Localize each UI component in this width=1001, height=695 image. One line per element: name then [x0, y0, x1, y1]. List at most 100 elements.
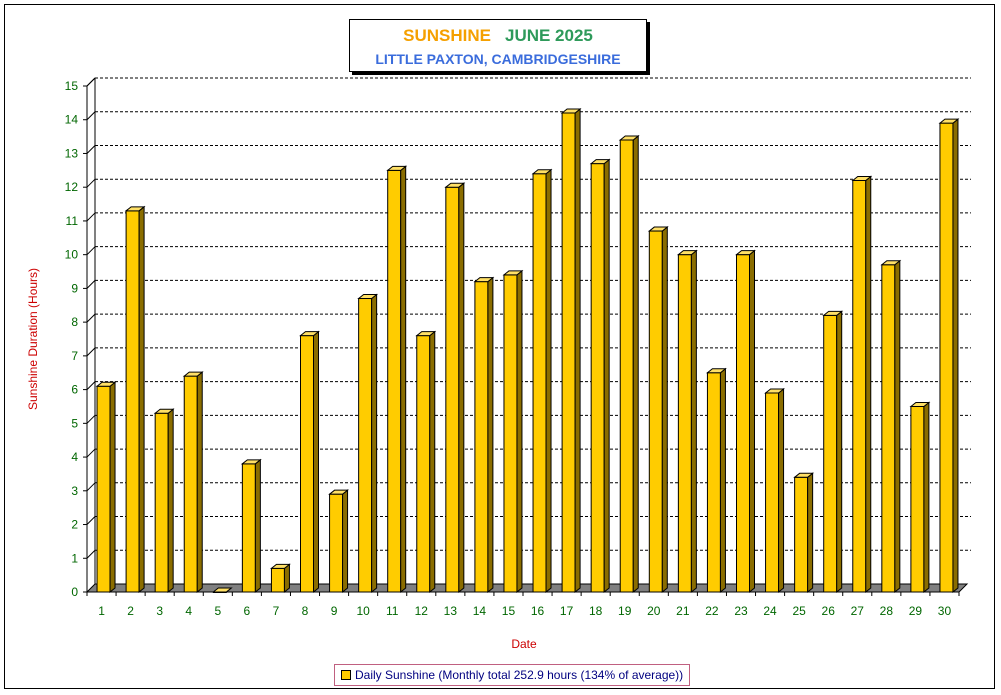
bar-side	[516, 269, 523, 594]
bar-top	[299, 331, 320, 337]
bar-side	[574, 107, 581, 594]
bar-side	[458, 182, 465, 594]
x-tick-label: 19	[618, 604, 632, 618]
bar-top	[182, 371, 204, 377]
bar-top	[124, 206, 146, 212]
bar	[765, 392, 780, 593]
bar-top	[880, 260, 902, 266]
bar-side	[109, 381, 116, 594]
gridline-side	[86, 414, 96, 424]
y-tick-label: 3	[71, 484, 78, 498]
x-tick-label: 27	[851, 604, 865, 618]
bar	[241, 463, 256, 593]
x-tick-label: 6	[244, 604, 251, 618]
bar	[358, 298, 373, 593]
gridline-side	[86, 111, 96, 121]
y-tick-label: 4	[71, 450, 78, 464]
bar-top	[647, 226, 669, 232]
gridline-side	[86, 313, 96, 323]
bar-top	[357, 294, 379, 300]
bar-side	[952, 118, 959, 594]
bar-top	[589, 159, 611, 165]
x-tick-label: 2	[127, 604, 134, 618]
bar	[794, 476, 809, 593]
legend-label: Daily Sunshine (Monthly total 252.9 hour…	[355, 668, 684, 682]
bar	[736, 254, 750, 593]
bar-top	[415, 331, 437, 337]
bar-top	[270, 563, 291, 569]
bar-side	[371, 293, 378, 594]
bar-side	[283, 563, 290, 594]
bar-side	[603, 158, 610, 594]
bar-top	[676, 250, 698, 256]
bar-top	[502, 270, 524, 276]
bar-top	[735, 250, 756, 256]
y-tick-label: 9	[71, 281, 78, 295]
x-tick-label: 9	[331, 604, 338, 618]
y-tick-label: 10	[65, 248, 79, 262]
y-axis-title: Sunshine Duration (Hours)	[26, 268, 40, 410]
bar	[910, 405, 925, 593]
bar-side	[749, 249, 755, 594]
y-tick-label: 13	[65, 146, 79, 160]
gridline-side	[86, 280, 96, 289]
x-tick-label: 14	[473, 604, 487, 618]
bar	[939, 122, 954, 593]
bar	[125, 210, 140, 593]
gridline-side	[86, 212, 96, 222]
bar	[387, 169, 402, 593]
bar-top	[240, 459, 262, 465]
bar-top	[153, 408, 175, 414]
bar-side	[342, 489, 349, 594]
gridline-side	[86, 448, 96, 458]
bar	[183, 375, 198, 593]
x-tick-label: 12	[415, 604, 429, 618]
bar	[445, 186, 460, 593]
bar-side	[778, 387, 785, 594]
bar	[823, 314, 838, 593]
y-tick-label: 15	[65, 79, 79, 93]
bar-top	[851, 175, 873, 181]
x-tick-label: 28	[880, 604, 894, 618]
y-tick-label: 1	[71, 551, 78, 565]
bar	[619, 139, 634, 593]
bar	[300, 335, 314, 593]
bar	[96, 385, 111, 593]
x-tick-label: 13	[444, 604, 458, 618]
bar	[561, 112, 576, 593]
y-tick-label: 14	[65, 113, 79, 127]
gridline-side	[86, 516, 96, 525]
bar-top	[764, 388, 785, 394]
bar-top	[328, 489, 349, 495]
x-tick-label: 16	[531, 604, 545, 618]
x-tick-label: 26	[822, 604, 836, 618]
gridline-side	[86, 246, 96, 256]
x-tick-label: 30	[938, 604, 952, 618]
legend-swatch	[341, 670, 351, 680]
chart-title-box: SUNSHINE JUNE 2025 LITTLE PAXTON, CAMBRID…	[349, 19, 647, 72]
bar	[503, 274, 518, 593]
bar-side	[894, 259, 901, 594]
bar-top	[211, 587, 233, 593]
bar	[474, 281, 489, 593]
bar	[852, 179, 867, 593]
bar-top	[909, 401, 931, 407]
x-tick-label: 23	[734, 604, 748, 618]
bar-side	[138, 205, 145, 594]
x-tick-label: 5	[214, 604, 221, 618]
gridline-side	[86, 347, 96, 357]
x-tick-label: 22	[705, 604, 719, 618]
x-tick-label: 1	[98, 604, 105, 618]
bar-top	[386, 165, 408, 171]
bar-side	[167, 408, 174, 594]
bar-side	[661, 226, 668, 594]
gridline-side	[86, 178, 96, 188]
title-sunshine: SUNSHINE	[403, 26, 491, 45]
x-tick-label: 4	[185, 604, 192, 618]
bar	[532, 173, 547, 593]
y-tick-label: 5	[71, 416, 78, 430]
bar	[154, 412, 169, 593]
bar-side	[719, 367, 726, 594]
x-tick-label: 7	[273, 604, 280, 618]
